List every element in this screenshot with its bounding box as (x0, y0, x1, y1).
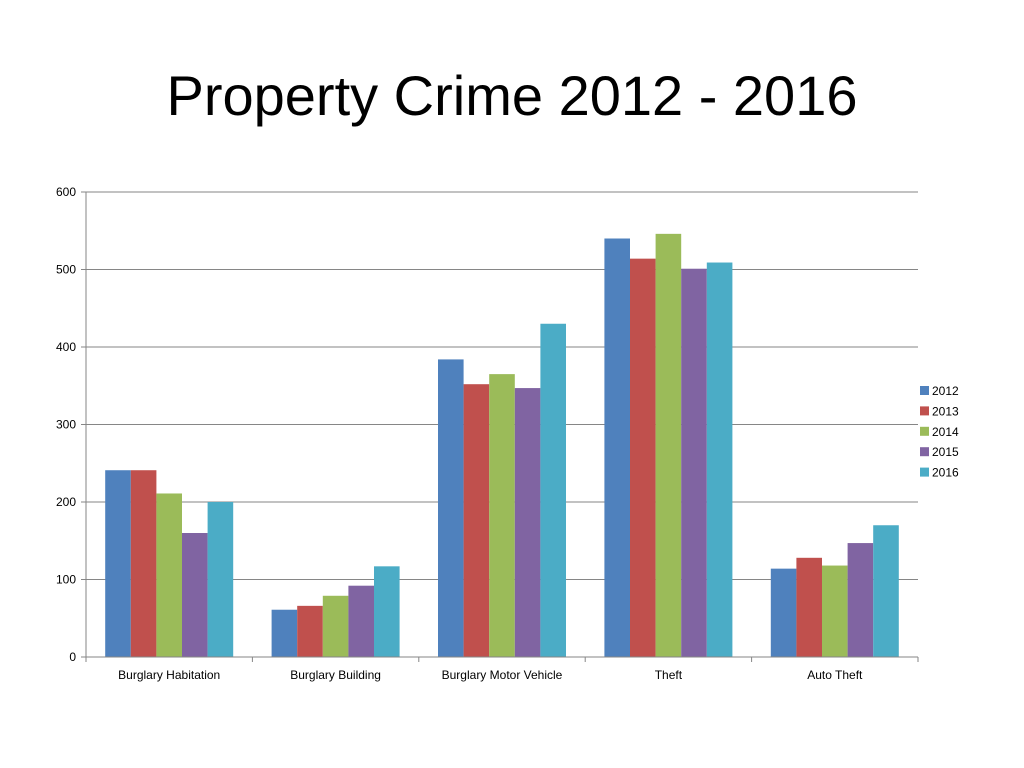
bar-2012 (271, 609, 298, 657)
bar-2015 (847, 543, 874, 657)
legend: 2012 2013 2014 2015 2016 (920, 384, 959, 480)
bar-2014 (655, 233, 682, 657)
bar-2014 (822, 565, 848, 657)
x-category-label: Burglary Building (290, 668, 381, 682)
x-category-label: Burglary Motor Vehicle (442, 668, 563, 682)
bar-2016 (207, 502, 234, 657)
bar-2015 (348, 585, 374, 657)
legend-swatch (920, 406, 929, 416)
bar-2016 (374, 566, 400, 657)
legend-swatch (920, 426, 929, 436)
x-category-label: Burglary Habitation (118, 668, 220, 682)
bar-2013 (463, 384, 490, 657)
legend-label: 2013 (932, 404, 959, 418)
x-category-label: Theft (655, 668, 683, 682)
bar-2014 (156, 493, 182, 657)
bar-2012 (438, 359, 464, 657)
y-tick-label: 400 (56, 340, 76, 354)
axes (81, 191, 919, 662)
bar-2013 (796, 557, 822, 657)
bar-2012 (604, 238, 630, 657)
bar-2013 (630, 258, 656, 657)
bar-2012 (105, 470, 131, 657)
y-axis-ticks: 0 100 200 300 400 500 600 (56, 185, 76, 664)
bar-2016 (873, 525, 899, 657)
bar-2016 (706, 262, 733, 657)
bar-2014 (489, 374, 515, 657)
bar-2013 (130, 470, 157, 657)
legend-label: 2012 (932, 384, 959, 398)
legend-label: 2014 (932, 425, 959, 439)
legend-label: 2016 (932, 466, 959, 480)
bar-2015 (514, 388, 541, 657)
bar-2013 (297, 605, 323, 657)
y-tick-label: 300 (56, 418, 76, 432)
y-tick-label: 200 (56, 495, 76, 509)
y-tick-label: 500 (56, 263, 76, 277)
legend-swatch (920, 447, 929, 457)
bar-2015 (681, 268, 707, 657)
chart-title: Property Crime 2012 - 2016 (166, 64, 858, 127)
bar-2012 (770, 568, 797, 657)
legend-swatch (920, 386, 929, 395)
legend-swatch (920, 467, 929, 477)
y-tick-label: 0 (69, 650, 76, 664)
bar-2016 (540, 323, 566, 657)
x-axis-categories: Burglary Habitation Burglary Building Burg… (118, 668, 863, 682)
y-tick-label: 100 (56, 573, 76, 587)
legend-label: 2015 (932, 445, 959, 459)
bar-2014 (322, 595, 349, 657)
x-category-label: Auto Theft (807, 668, 863, 682)
bar-group (105, 233, 899, 657)
y-tick-label: 600 (56, 185, 76, 199)
bar-2015 (182, 533, 208, 657)
